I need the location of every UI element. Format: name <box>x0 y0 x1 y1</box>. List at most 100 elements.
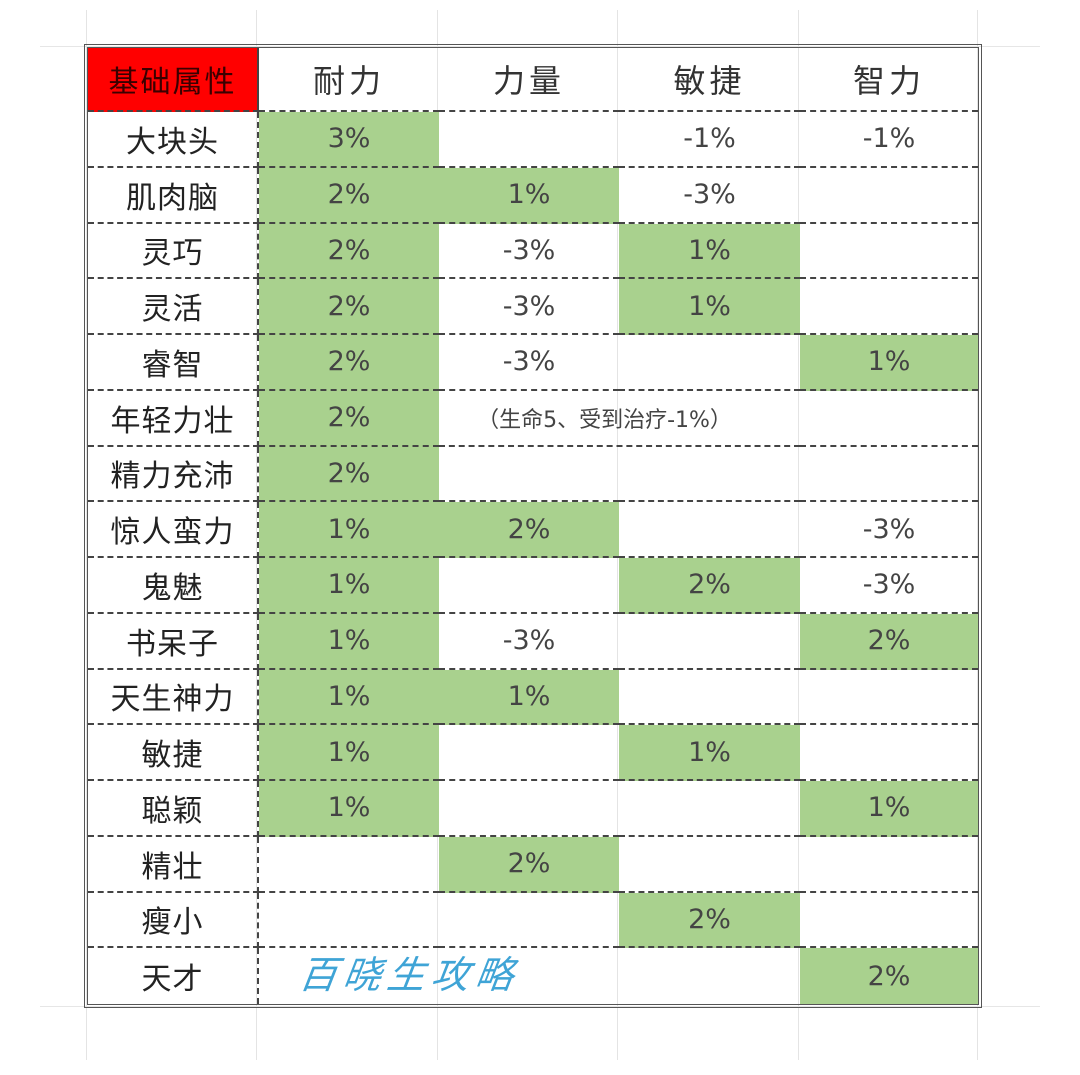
value-text: -3% <box>502 234 556 266</box>
attribute-table: 基础属性 耐力 力量 敏捷 智力 大块头 3% -1% -1% 肌肉脑 2% 1% -3% 灵巧… <box>84 44 982 1008</box>
row-label: 鬼魅 <box>88 558 259 614</box>
value-cell: -3% <box>439 279 619 335</box>
value-text: 1% <box>688 234 731 266</box>
value-cell <box>259 837 439 893</box>
value-text: -3% <box>862 569 916 601</box>
value-cell: -3% <box>619 168 800 224</box>
value-text: 1% <box>688 290 731 322</box>
value-cell: 2% <box>439 502 619 558</box>
row-label: 精壮 <box>88 836 259 893</box>
value-text: 2% <box>327 346 371 378</box>
value-text: 1% <box>327 736 371 768</box>
row-label: 睿智 <box>88 335 259 391</box>
value-cell: 2% <box>619 558 800 614</box>
value-cell: -1% <box>619 112 800 168</box>
value-cell <box>259 948 439 1004</box>
value-text: 2% <box>688 569 731 601</box>
value-text: 1% <box>327 569 371 601</box>
value-cell: 2% <box>619 892 800 949</box>
value-text: 2% <box>867 960 911 992</box>
column-header-agility: 敏捷 <box>619 48 800 112</box>
attribute-grid: 基础属性 耐力 力量 敏捷 智力 大块头 3% -1% -1% 肌肉脑 2% 1% -3% 灵巧… <box>88 48 978 1004</box>
value-cell <box>439 781 619 837</box>
corner-header-cell: 基础属性 <box>88 48 259 112</box>
value-cell: 3% <box>259 112 439 168</box>
value-text: 2% <box>327 402 371 434</box>
row-label: 聪颖 <box>88 781 259 837</box>
value-cell: 1% <box>619 279 800 335</box>
value-cell <box>259 893 439 949</box>
value-cell: 2% <box>259 223 439 280</box>
value-cell: 1% <box>619 223 800 280</box>
value-cell: 2% <box>259 390 439 447</box>
value-cell <box>800 837 978 893</box>
value-cell <box>619 948 800 1004</box>
value-cell <box>800 893 978 949</box>
value-text: 2% <box>327 457 371 489</box>
value-cell: 2% <box>800 613 978 670</box>
value-cell <box>439 447 619 503</box>
value-cell: -3% <box>439 614 619 670</box>
row-label: 灵活 <box>88 279 259 335</box>
value-text: 3% <box>327 123 371 155</box>
row-label: 惊人蛮力 <box>88 502 259 558</box>
row-label: 年轻力壮 <box>88 390 259 447</box>
value-text: 1% <box>507 179 551 211</box>
value-cell <box>800 224 978 280</box>
value-cell: 2% <box>800 948 978 1004</box>
value-text: -3% <box>502 290 556 322</box>
value-cell: -3% <box>439 335 619 391</box>
value-cell: -3% <box>439 224 619 280</box>
value-cell <box>439 948 619 1004</box>
value-text: 2% <box>867 625 911 657</box>
value-cell <box>800 391 978 447</box>
value-cell <box>619 447 800 503</box>
value-cell: -1% <box>800 112 978 168</box>
note-cell: （生命5、受到治疗-1%） <box>439 391 800 447</box>
value-text: 2% <box>507 848 551 880</box>
value-cell <box>800 447 978 503</box>
value-cell: 1% <box>439 167 619 224</box>
value-cell: 1% <box>259 613 439 670</box>
value-cell <box>800 168 978 224</box>
value-cell: 2% <box>439 836 619 893</box>
value-cell <box>439 893 619 949</box>
row-label: 敏捷 <box>88 725 259 781</box>
value-cell <box>800 279 978 335</box>
value-text: 1% <box>327 792 371 824</box>
value-text: 1% <box>867 346 911 378</box>
value-cell: 1% <box>259 669 439 726</box>
row-label: 大块头 <box>88 112 259 168</box>
row-label: 精力充沛 <box>88 446 259 503</box>
value-text: 1% <box>507 680 551 712</box>
value-text: 2% <box>327 290 371 322</box>
value-cell: 1% <box>259 558 439 614</box>
value-cell <box>439 725 619 781</box>
value-cell <box>619 837 800 893</box>
value-cell: 1% <box>800 335 978 391</box>
value-text: 1% <box>327 513 371 545</box>
value-text: -3% <box>862 513 916 545</box>
value-text: 1% <box>327 680 371 712</box>
row-label: 瘦小 <box>88 892 259 949</box>
value-cell: 1% <box>259 502 439 558</box>
value-text: -3% <box>502 346 556 378</box>
value-cell: -3% <box>800 558 978 614</box>
value-text: 2% <box>688 903 731 935</box>
value-cell <box>619 502 800 558</box>
row-label: 肌肉脑 <box>88 167 259 224</box>
column-header-endurance: 耐力 <box>259 48 439 112</box>
value-cell: 2% <box>259 335 439 391</box>
row-label: 书呆子 <box>88 613 259 670</box>
value-text: -3% <box>502 625 556 657</box>
value-cell <box>439 558 619 614</box>
value-text: -1% <box>683 123 736 155</box>
row-label: 天生神力 <box>88 669 259 726</box>
value-cell <box>619 335 800 391</box>
value-text: 2% <box>507 513 551 545</box>
column-header-strength: 力量 <box>439 48 619 112</box>
value-cell <box>800 670 978 726</box>
value-cell: 1% <box>439 669 619 726</box>
value-text: -3% <box>683 179 736 211</box>
value-text: 2% <box>327 179 371 211</box>
